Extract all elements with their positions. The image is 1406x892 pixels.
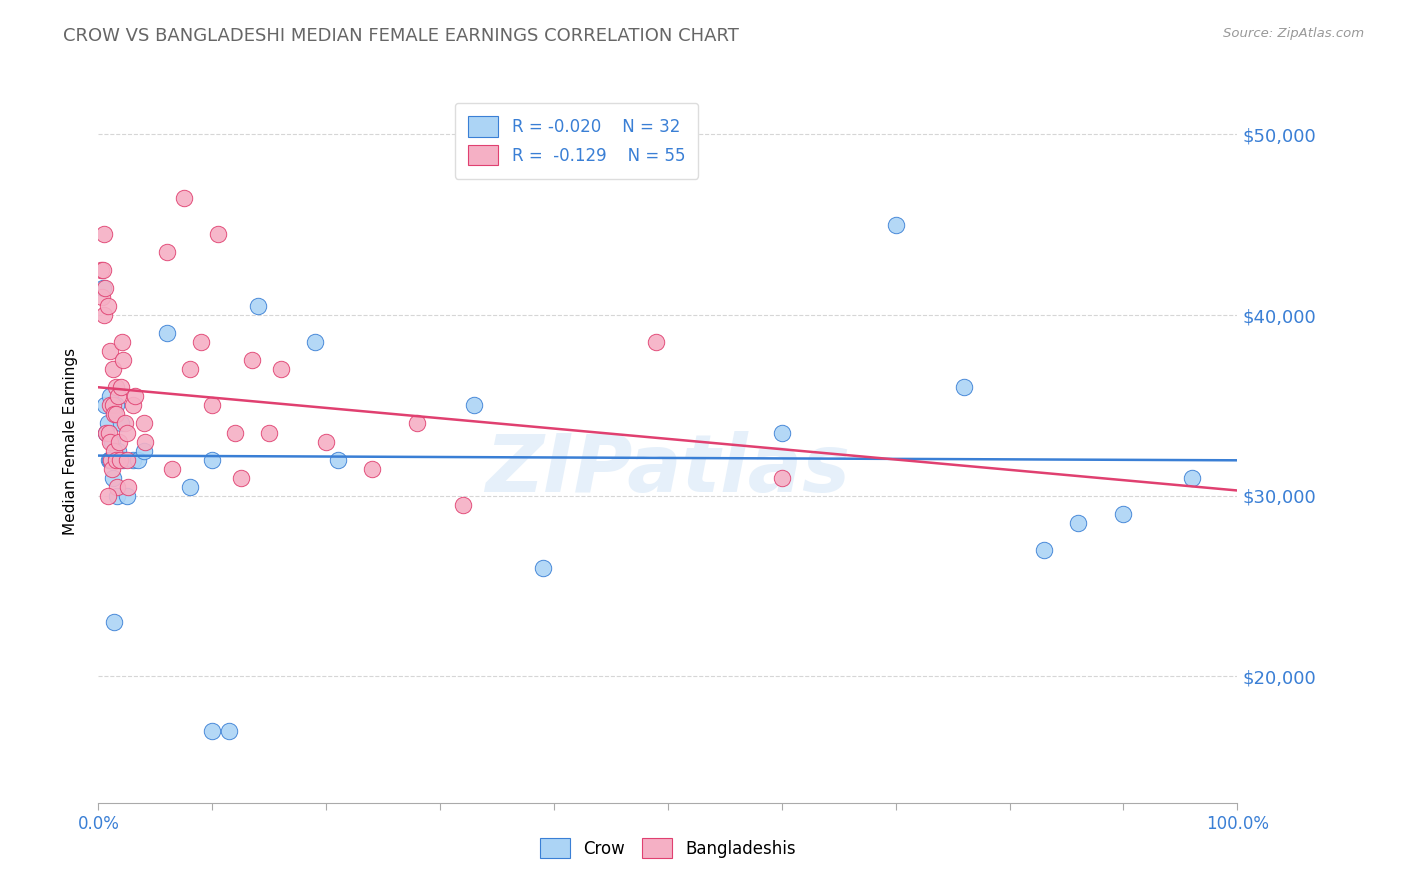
Point [103,615,125,630]
Point [90,290,112,304]
Point [110,380,132,394]
Point [104,398,127,412]
Point [94,281,117,295]
Point [224,425,246,440]
Point [156,244,179,259]
Point [315,434,337,449]
Point [201,723,224,738]
Point [98,344,121,359]
Point [103,398,125,412]
Point [884,218,907,232]
Point [1181,471,1204,485]
Point [94,398,117,412]
Point [107,443,129,458]
Point [103,443,125,458]
Point [111,335,134,350]
Point [97,452,120,467]
Point [270,362,292,376]
Point [103,471,125,485]
Point [1032,542,1054,557]
Point [112,353,135,368]
Point [770,471,793,485]
Point [173,191,195,205]
Point [770,425,793,440]
Point [127,452,149,467]
Text: Source: ZipAtlas.com: Source: ZipAtlas.com [1223,27,1364,40]
Point [101,461,124,475]
Point [114,417,136,431]
Point [304,335,326,350]
Point [645,335,668,350]
Point [246,299,269,313]
Point [96,417,118,431]
Point [179,362,201,376]
Point [93,227,115,241]
Point [463,398,485,412]
Point [531,561,554,575]
Point [121,398,143,412]
Point [108,452,131,467]
Point [98,452,121,467]
Point [103,362,125,376]
Point [107,389,129,403]
Point [98,434,121,449]
Point [162,461,184,475]
Y-axis label: Median Female Earnings: Median Female Earnings [63,348,77,535]
Point [93,308,115,322]
Point [100,452,122,467]
Point [91,263,114,277]
Point [91,281,114,295]
Point [97,425,120,440]
Point [110,417,132,431]
Point [98,398,121,412]
Point [115,425,138,440]
Text: CROW VS BANGLADESHI MEDIAN FEMALE EARNINGS CORRELATION CHART: CROW VS BANGLADESHI MEDIAN FEMALE EARNIN… [63,27,740,45]
Point [156,326,179,341]
Point [101,434,124,449]
Point [132,443,155,458]
Point [132,417,155,431]
Point [360,461,382,475]
Point [115,489,138,503]
Point [96,425,118,440]
Point [98,389,121,403]
Point [104,380,127,394]
Point [179,480,201,494]
Point [240,353,263,368]
Point [90,263,112,277]
Point [953,380,976,394]
Point [96,489,118,503]
Point [326,452,349,467]
Legend: Crow, Bangladeshis: Crow, Bangladeshis [531,830,804,867]
Point [104,452,127,467]
Point [1112,507,1135,521]
Point [103,408,125,422]
Point [259,425,281,440]
Point [190,335,212,350]
Point [104,408,127,422]
Point [96,299,118,313]
Point [117,480,139,494]
Point [115,452,138,467]
Point [121,452,143,467]
Point [108,434,131,449]
Point [96,425,118,440]
Point [105,489,128,503]
Point [124,389,146,403]
Point [451,498,474,512]
Point [207,227,229,241]
Point [406,417,429,431]
Point [112,452,135,467]
Point [201,452,224,467]
Point [134,434,156,449]
Point [229,471,252,485]
Point [201,398,224,412]
Point [1067,516,1090,530]
Text: ZIPatlas: ZIPatlas [485,432,851,509]
Point [105,480,128,494]
Point [218,723,240,738]
